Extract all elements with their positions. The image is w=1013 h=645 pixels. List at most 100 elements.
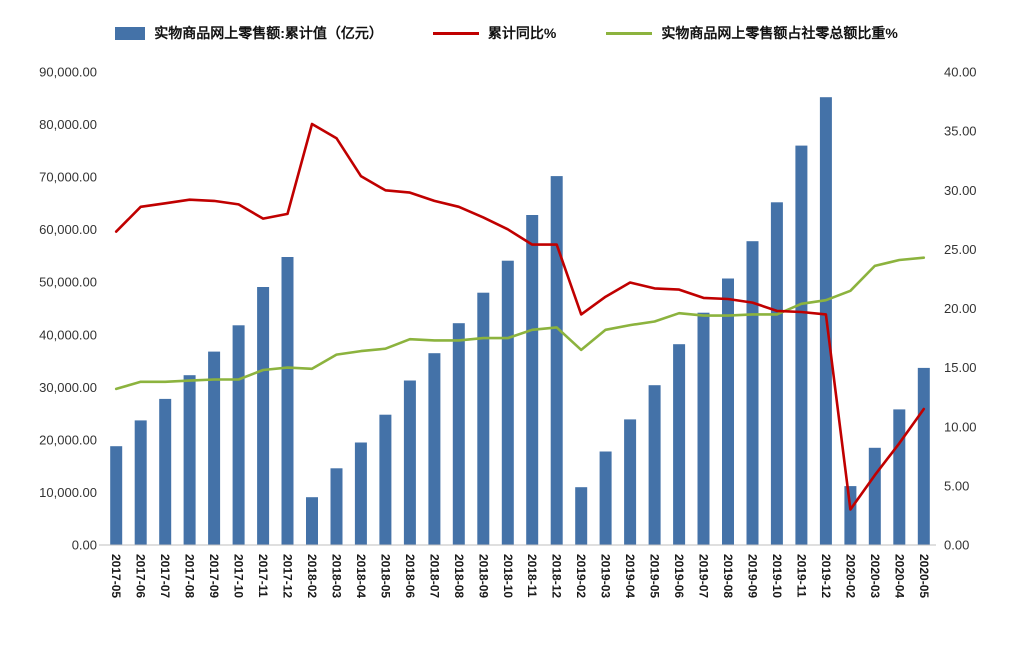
- x-axis-label: 2018-07: [427, 554, 441, 598]
- right-axis-tick-label: 5.00: [944, 478, 969, 493]
- x-axis-label: 2019-09: [746, 554, 760, 598]
- left-axis-tick-label: 10,000.00: [39, 485, 97, 500]
- right-axis-tick-label: 25.00: [944, 242, 977, 257]
- x-axis-label: 2019-02: [574, 554, 588, 598]
- right-axis-tick-label: 0.00: [944, 538, 969, 553]
- x-axis-label: 2018-11: [525, 554, 539, 598]
- bar-cumulative-retail: [648, 385, 661, 545]
- right-axis-tick-label: 35.00: [944, 124, 977, 139]
- x-axis-label: 2020-04: [892, 554, 906, 598]
- bar-cumulative-retail: [575, 487, 588, 545]
- x-axis-label: 2019-11: [794, 554, 808, 598]
- bar-cumulative-retail: [477, 292, 490, 545]
- x-axis-label: 2018-04: [354, 554, 368, 598]
- x-axis-label: 2017-12: [281, 554, 295, 598]
- bar-cumulative-retail: [330, 468, 343, 545]
- x-axis-label: 2019-12: [819, 554, 833, 598]
- bar-cumulative-retail: [134, 420, 147, 545]
- left-axis-tick-label: 40,000.00: [39, 327, 97, 342]
- bar-cumulative-retail: [159, 398, 172, 545]
- bar-cumulative-retail: [893, 409, 906, 545]
- left-axis-tick-label: 60,000.00: [39, 222, 97, 237]
- bar-cumulative-retail: [550, 176, 563, 545]
- x-axis-label: 2017-06: [134, 554, 148, 598]
- x-axis-label: 2017-08: [183, 554, 197, 598]
- left-axis-tick-label: 50,000.00: [39, 275, 97, 290]
- bar-cumulative-retail: [257, 287, 270, 545]
- x-axis-label: 2017-09: [207, 554, 221, 598]
- left-axis-tick-label: 70,000.00: [39, 170, 97, 185]
- x-axis-label: 2017-11: [256, 554, 270, 598]
- x-axis-label: 2019-05: [648, 554, 662, 598]
- bar-cumulative-retail: [306, 497, 318, 545]
- left-axis-tick-label: 90,000.00: [39, 65, 97, 80]
- bar-cumulative-retail: [403, 380, 416, 545]
- x-axis-label: 2017-10: [232, 554, 246, 598]
- line-series-swatch-icon: [432, 31, 479, 35]
- x-axis-label: 2019-10: [770, 554, 784, 598]
- x-axis-label: 2018-12: [550, 554, 564, 598]
- right-axis-tick-label: 30.00: [944, 183, 977, 198]
- right-axis-tick-label: 15.00: [944, 360, 977, 375]
- x-axis-label: 2017-05: [109, 554, 123, 598]
- x-axis-label: 2018-10: [501, 554, 515, 598]
- x-axis-label: 2018-08: [452, 554, 466, 598]
- x-axis-label: 2019-03: [599, 554, 613, 598]
- bar-cumulative-retail: [428, 353, 441, 545]
- right-axis-tick-label: 40.00: [944, 65, 977, 80]
- left-axis-tick-label: 20,000.00: [39, 432, 97, 447]
- bar-cumulative-retail: [281, 257, 294, 545]
- line-share-of-total: [114, 256, 926, 391]
- bar-cumulative-retail: [208, 351, 221, 545]
- legend-label-yoy-line: 累计同比%: [487, 25, 557, 41]
- x-axis-label: 2017-07: [158, 554, 172, 598]
- chart-legend: 实物商品网上零售额:累计值（亿元） 累计同比% 实物商品网上零售额占社零总额比重…: [0, 0, 1013, 46]
- x-axis-label: 2019-08: [721, 554, 735, 598]
- bar-cumulative-retail: [526, 215, 539, 545]
- x-axis-label: 2018-05: [378, 554, 392, 598]
- x-axis-label: 2018-03: [330, 554, 344, 598]
- line-yoy-growth: [114, 122, 926, 511]
- bar-cumulative-retail: [624, 419, 637, 545]
- legend-item-share-line: 实物商品网上零售额占社零总额比重%: [606, 23, 898, 43]
- x-axis-label: 2018-06: [403, 554, 417, 598]
- bar-cumulative-retail: [110, 446, 123, 545]
- bar-cumulative-retail: [844, 486, 857, 545]
- x-axis-label: 2019-07: [697, 554, 711, 598]
- bar-cumulative-retail: [770, 202, 783, 546]
- legend-item-yoy-line: 累计同比%: [432, 23, 557, 43]
- bar-cumulative-retail: [917, 367, 930, 545]
- bar-cumulative-retail: [232, 325, 245, 545]
- bar-cumulative-retail: [722, 278, 734, 545]
- legend-item-bar-series: 实物商品网上零售额:累计值（亿元）: [115, 23, 383, 43]
- bar-cumulative-retail: [673, 344, 686, 545]
- bar-cumulative-retail: [795, 145, 808, 545]
- left-axis-tick-label: 80,000.00: [39, 117, 97, 132]
- bar-series-swatch-icon: [115, 26, 146, 40]
- x-axis-label: 2020-03: [868, 554, 882, 598]
- line-series-swatch-icon: [606, 31, 653, 35]
- legend-label-share-line: 实物商品网上零售额占社零总额比重%: [661, 25, 898, 41]
- left-axis-tick-label: 0.00: [72, 538, 97, 553]
- legend-label-bar-series: 实物商品网上零售额:累计值（亿元）: [154, 25, 383, 41]
- x-axis-label: 2018-02: [305, 554, 319, 598]
- bar-cumulative-retail: [501, 260, 514, 545]
- bar-cumulative-retail: [452, 323, 465, 545]
- bar-cumulative-retail: [746, 241, 759, 545]
- right-axis-tick-label: 20.00: [944, 301, 977, 316]
- bar-cumulative-retail: [697, 312, 710, 545]
- right-axis-tick-label: 10.00: [944, 419, 977, 434]
- bar-cumulative-retail: [354, 442, 367, 545]
- x-axis-label: 2019-04: [623, 554, 637, 598]
- chart-plot-area: 0.00 10,000.00 20,000.00 30,000.00 40,000.00…: [39, 65, 977, 599]
- left-axis-tick-label: 30,000.00: [39, 380, 97, 395]
- bar-cumulative-retail: [599, 451, 612, 545]
- bar-cumulative-retail: [183, 375, 196, 545]
- x-axis-label: 2020-05: [917, 554, 931, 598]
- x-axis-label: 2019-06: [672, 554, 686, 598]
- bar-cumulative-retail: [868, 447, 881, 545]
- x-axis-label: 2018-09: [476, 554, 490, 598]
- x-axis-label: 2020-02: [843, 554, 857, 598]
- bar-cumulative-retail: [379, 414, 392, 545]
